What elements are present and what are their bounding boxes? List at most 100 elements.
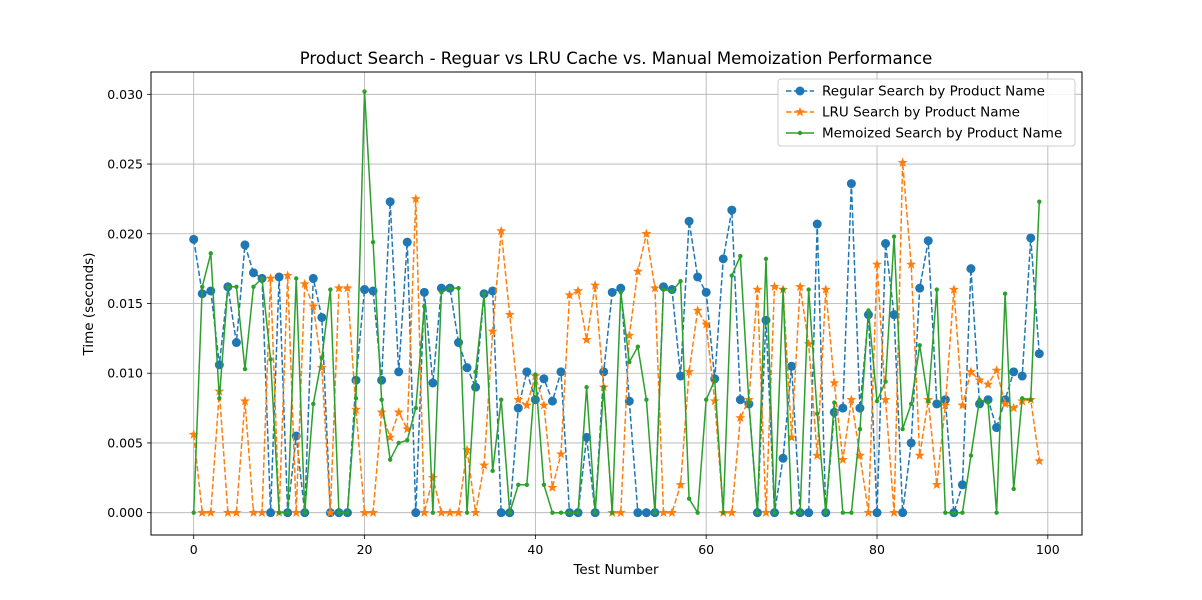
data-point (994, 510, 999, 515)
data-point (1034, 349, 1044, 359)
data-point (726, 507, 737, 517)
data-point (616, 283, 626, 293)
data-point (676, 371, 686, 381)
data-point (394, 367, 404, 377)
data-point (222, 507, 233, 517)
series-layer (188, 89, 1045, 518)
data-point (405, 437, 410, 443)
data-point (325, 507, 336, 517)
data-point (360, 285, 370, 295)
data-point (359, 507, 370, 517)
data-point (635, 344, 641, 349)
data-point (393, 407, 404, 417)
y-tick-label: 0.005 (107, 435, 143, 450)
data-point (752, 284, 763, 294)
data-point (240, 240, 250, 250)
data-point (846, 394, 857, 404)
legend-marker (795, 106, 805, 117)
data-point (488, 286, 498, 296)
data-point (487, 326, 498, 336)
data-point (832, 400, 837, 405)
data-point (1026, 233, 1036, 243)
data-point (1028, 397, 1033, 402)
data-point (923, 236, 933, 246)
data-point (353, 396, 359, 401)
data-point (1037, 199, 1042, 204)
data-point (402, 423, 413, 434)
data-point (308, 301, 319, 311)
data-point (1000, 398, 1011, 409)
data-point (496, 508, 506, 518)
data-point (641, 508, 651, 518)
data-point (556, 448, 566, 459)
data-point (906, 259, 917, 269)
data-point (362, 89, 367, 94)
data-point (590, 280, 601, 290)
data-point (829, 377, 840, 388)
data-point (932, 399, 942, 409)
data-point (385, 432, 396, 442)
data-point (522, 367, 532, 377)
data-point (368, 507, 379, 517)
legend-marker (795, 86, 805, 96)
data-point (897, 157, 908, 167)
data-point (914, 450, 925, 460)
grid (151, 72, 1082, 535)
data-point (410, 193, 421, 204)
data-point (453, 338, 463, 348)
data-point (521, 400, 532, 410)
data-point (992, 423, 1002, 433)
data-point (462, 444, 472, 455)
data-point (479, 460, 490, 470)
data-point (652, 510, 658, 515)
data-point (396, 440, 401, 446)
data-point (804, 508, 814, 518)
data-point (846, 179, 856, 189)
data-point (599, 367, 609, 377)
data-point (308, 273, 318, 283)
data-point (675, 479, 686, 489)
data-point (248, 507, 259, 517)
data-point (695, 510, 700, 515)
data-point (943, 510, 948, 515)
data-point (709, 395, 720, 406)
data-point (1034, 455, 1045, 466)
data-point (538, 400, 549, 410)
y-tick-label: 0.025 (107, 157, 143, 172)
data-point (693, 272, 703, 282)
data-point (854, 450, 865, 460)
data-point (624, 330, 635, 340)
data-point (926, 398, 931, 404)
data-point (530, 395, 540, 405)
data-point (641, 228, 652, 238)
data-point (881, 239, 891, 249)
data-point (746, 400, 752, 405)
data-point (778, 453, 788, 463)
data-point (490, 468, 495, 474)
data-point (789, 510, 794, 515)
data-point (377, 375, 387, 385)
data-point (718, 254, 728, 264)
data-point (701, 287, 711, 297)
data-point (633, 508, 643, 518)
data-point (797, 510, 803, 515)
y-axis: 0.000 0.005 0.010 0.015 0.020 0.025 0.030 (107, 87, 151, 520)
data-point (898, 508, 908, 518)
data-point (541, 482, 547, 487)
data-point (379, 397, 384, 402)
data-point (735, 412, 746, 423)
x-tick-label: 60 (698, 542, 714, 557)
data-point (761, 315, 771, 325)
data-point (940, 400, 951, 410)
data-point (558, 510, 564, 515)
data-point (208, 251, 213, 256)
data-point (251, 284, 256, 289)
data-point (436, 507, 447, 517)
y-tick-label: 0.030 (107, 87, 143, 102)
data-point (1002, 291, 1008, 296)
data-point (735, 395, 745, 405)
data-point (573, 285, 584, 296)
data-point (863, 507, 874, 517)
data-point (624, 396, 634, 406)
data-point (615, 507, 626, 517)
